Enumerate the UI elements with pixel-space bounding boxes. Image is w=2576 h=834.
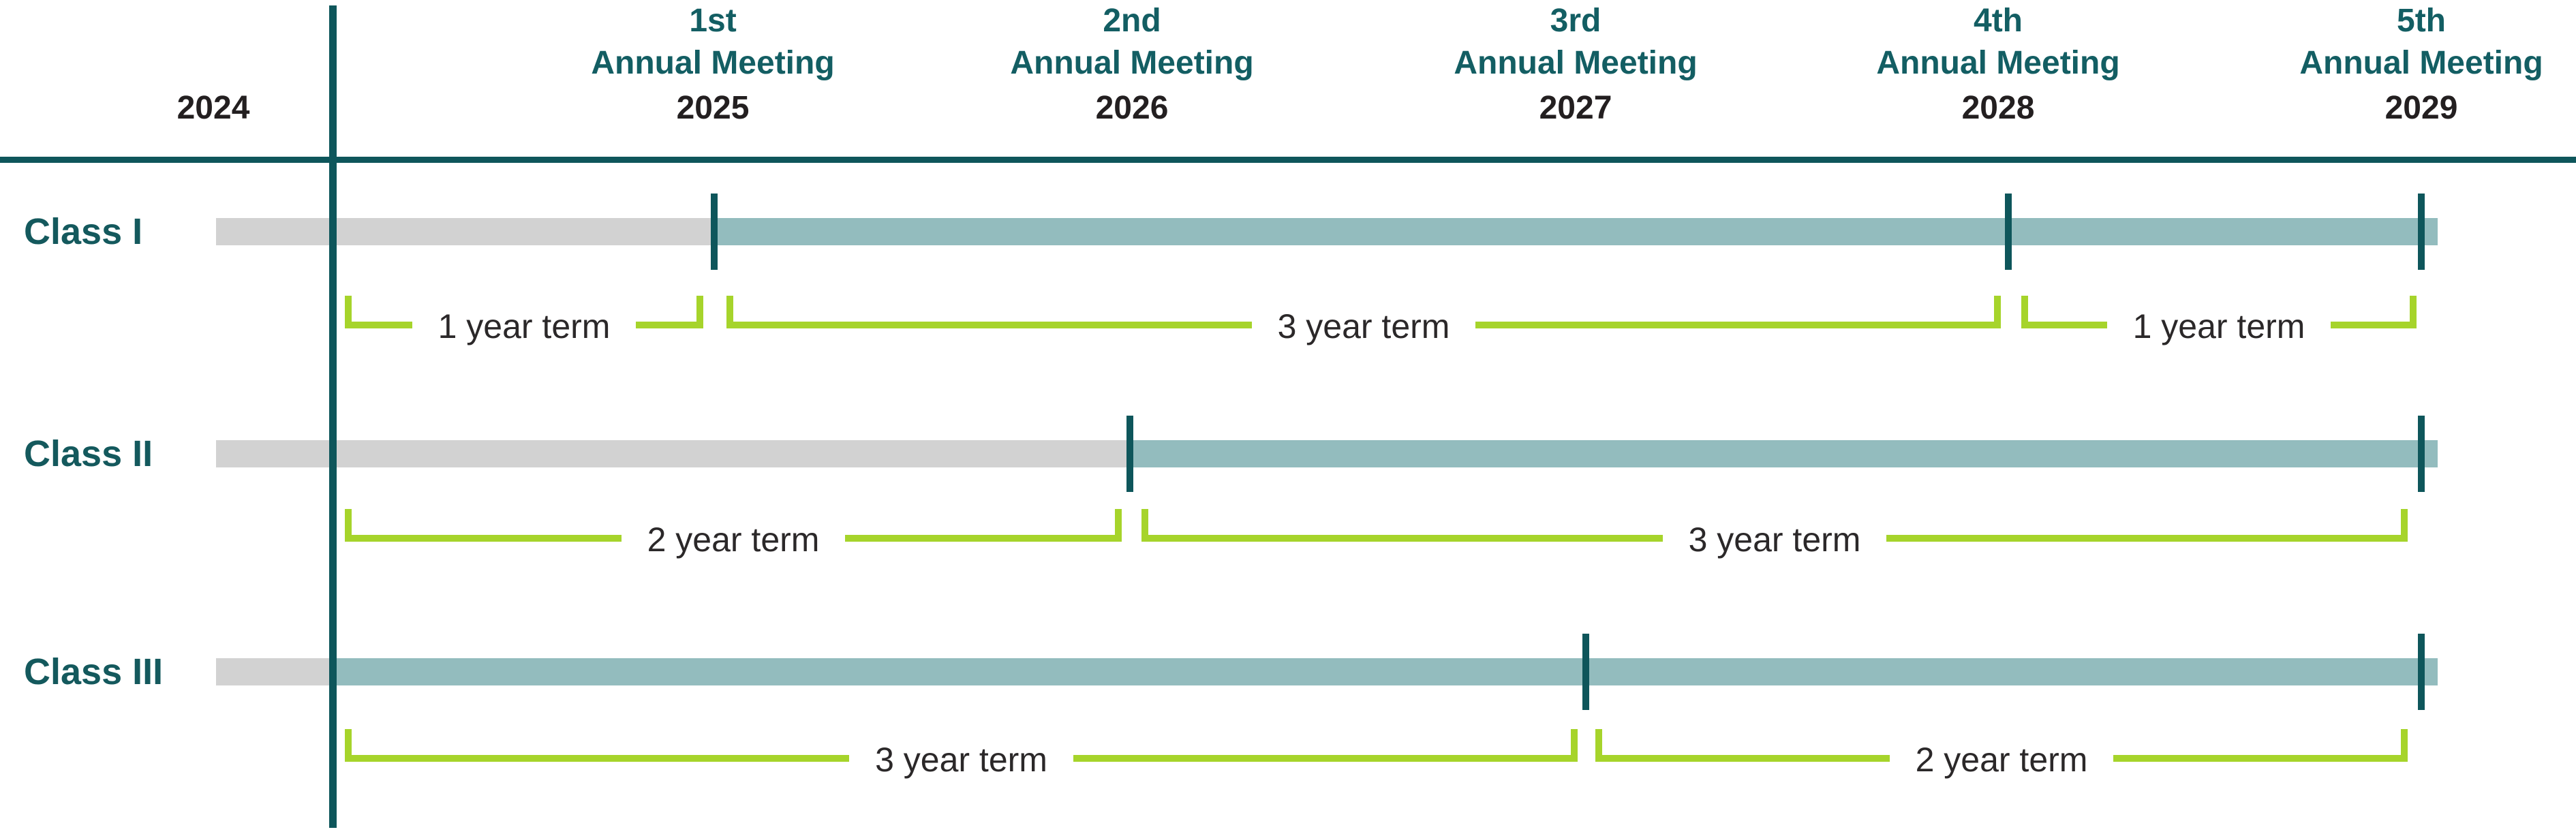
class-1-tick-2025 (711, 194, 718, 270)
bracket-left-tick (2021, 296, 2028, 328)
class-3-tick-2027 (1582, 634, 1589, 710)
header-year-2024: 2024 (177, 90, 250, 126)
meeting-ordinal: 5th (2397, 3, 2446, 39)
class-1-tick-2028 (2005, 194, 2012, 270)
meeting-year: 2025 (676, 90, 750, 126)
header-meeting-4: 4th Annual Meeting 2028 (1780, 0, 2216, 129)
class-3-tick-2029 (2418, 634, 2425, 710)
meeting-title: Annual Meeting (1454, 45, 1698, 81)
bracket-line (2331, 322, 2410, 328)
header-meeting-2: 2nd Annual Meeting 2026 (914, 0, 1350, 129)
class-1-term-bracket-2: 3 year term (726, 296, 2002, 345)
meeting-title: Annual Meeting (2299, 45, 2543, 81)
bracket-right-tick (696, 296, 704, 328)
class-1-bar-elected-term (714, 218, 2438, 245)
class-1-term-bracket-1: 1 year term (345, 296, 704, 345)
bracket-right-tick (2401, 509, 2408, 542)
class-2-bar-elected-term (1130, 440, 2438, 467)
term-label: 3 year term (1688, 521, 1861, 559)
meeting-year: 2028 (1961, 90, 2035, 126)
bracket-left-tick (726, 296, 733, 328)
bracket-line (1886, 535, 2402, 542)
class-2-term-bracket-2: 3 year term (1141, 509, 2408, 558)
row-label-class-1: Class I (24, 211, 143, 252)
header-meeting-3: 3rd Annual Meeting 2027 (1358, 0, 1794, 129)
bracket-line (352, 322, 412, 328)
bracket-line (1148, 535, 1663, 542)
bracket-right-tick (2401, 729, 2408, 762)
bracket-line (352, 755, 850, 762)
bracket-left-tick (345, 729, 352, 762)
bracket-right-tick (1115, 509, 1122, 542)
row-label-class-3: Class III (24, 651, 164, 692)
meeting-year: 2026 (1095, 90, 1169, 126)
bracket-left-tick (345, 296, 352, 328)
class-3-bar-elected-term (333, 658, 2438, 685)
bracket-line (2028, 322, 2107, 328)
meeting-ordinal: 2nd (1103, 3, 1161, 39)
year-2024-axis-line (329, 5, 337, 828)
class-3-term-bracket-1: 3 year term (345, 729, 1578, 778)
meeting-title: Annual Meeting (591, 45, 835, 81)
bracket-line (1073, 755, 1571, 762)
term-label: 2 year term (1915, 741, 2088, 779)
class-2-tick-2029 (2418, 416, 2425, 492)
bracket-line (2113, 755, 2402, 762)
meeting-title: Annual Meeting (1876, 45, 2120, 81)
header-divider-line (0, 157, 2576, 163)
term-label: 2 year term (647, 521, 820, 559)
class-3-bar-pre-election (216, 658, 333, 685)
class-1-tick-2029 (2418, 194, 2425, 270)
class-1-term-bracket-3: 1 year term (2021, 296, 2417, 345)
term-label: 3 year term (1277, 307, 1450, 345)
class-2-tick-2026 (1126, 416, 1133, 492)
bracket-line (845, 535, 1116, 542)
row-label-class-2: Class II (24, 433, 153, 474)
meeting-title: Annual Meeting (1010, 45, 1254, 81)
class-2-term-bracket-1: 2 year term (345, 509, 1122, 558)
bracket-left-tick (1141, 509, 1148, 542)
term-label: 3 year term (875, 741, 1047, 779)
header-meeting-5: 5th Annual Meeting 2029 (2203, 0, 2576, 129)
meeting-ordinal: 4th (1974, 3, 2023, 39)
class-1-bar-pre-election (216, 218, 714, 245)
term-label: 1 year term (2132, 307, 2305, 345)
header-meeting-1: 1st Annual Meeting 2025 (495, 0, 931, 129)
bracket-line (352, 535, 622, 542)
bracket-left-tick (1595, 729, 1602, 762)
meeting-year: 2029 (2385, 90, 2458, 126)
class-3-term-bracket-2: 2 year term (1595, 729, 2408, 778)
meeting-ordinal: 1st (689, 3, 737, 39)
meeting-ordinal: 3rd (1550, 3, 1601, 39)
bracket-right-tick (1571, 729, 1578, 762)
meeting-year: 2027 (1539, 90, 1612, 126)
bracket-line (636, 322, 697, 328)
bracket-line (1602, 755, 1890, 762)
bracket-right-tick (1994, 296, 2002, 328)
bracket-line (1475, 322, 1995, 328)
class-2-bar-pre-election (216, 440, 1130, 467)
term-label: 1 year term (438, 307, 611, 345)
bracket-line (733, 322, 1252, 328)
bracket-right-tick (2410, 296, 2417, 328)
bracket-left-tick (345, 509, 352, 542)
